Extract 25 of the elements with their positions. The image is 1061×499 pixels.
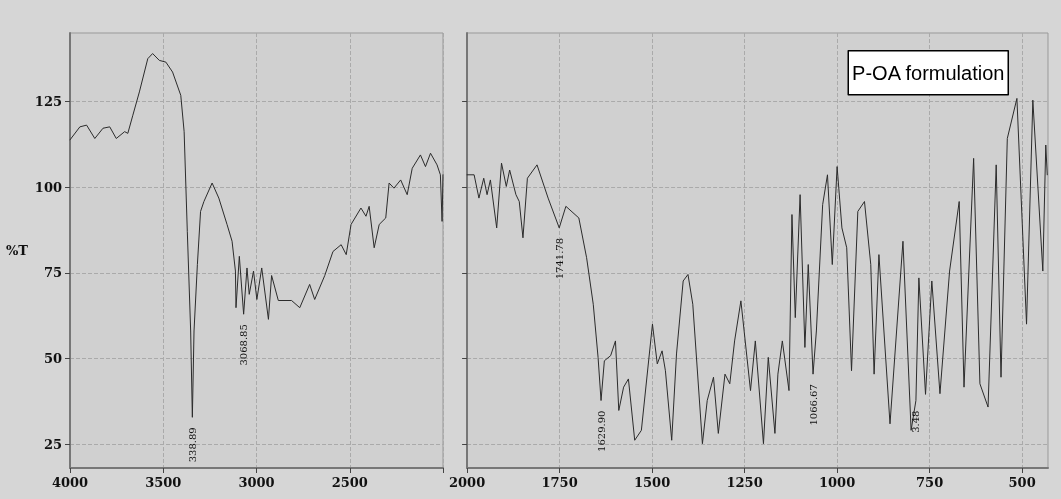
y-tick-label: 100 bbox=[34, 179, 62, 195]
annotation: P-OA formulation bbox=[852, 61, 1005, 84]
x-tick-label: 1000 bbox=[819, 475, 856, 490]
x-tick-label: 1500 bbox=[634, 475, 671, 490]
annotation: 1066.67 bbox=[807, 384, 819, 426]
y-tick-label: 50 bbox=[43, 350, 62, 366]
x-tick-label: 1750 bbox=[541, 475, 578, 490]
x-tick-label: 3000 bbox=[238, 475, 275, 490]
annotation: 3068.85 bbox=[238, 324, 250, 366]
annotation: 1629.90 bbox=[595, 410, 607, 452]
x-tick-label: 2000 bbox=[449, 475, 486, 490]
x-tick-label: 4000 bbox=[51, 475, 89, 490]
x-tick-label: 750 bbox=[916, 475, 944, 490]
y-axis-title: %T bbox=[5, 243, 29, 258]
x-tick-label: 1250 bbox=[726, 475, 763, 490]
x-tick-label: 3500 bbox=[145, 475, 182, 490]
y-tick-label: 125 bbox=[34, 94, 62, 109]
x-tick-label: 2500 bbox=[331, 475, 368, 490]
y-tick-label: 75 bbox=[43, 265, 62, 281]
annotation: 3.48 bbox=[910, 410, 922, 433]
line-series bbox=[69, 53, 444, 418]
x-tick-label: 500 bbox=[1008, 475, 1036, 490]
annotation: 338.89 bbox=[186, 427, 198, 463]
y-tick-label: 25 bbox=[43, 436, 62, 452]
annotation: 1741.78 bbox=[553, 237, 565, 280]
